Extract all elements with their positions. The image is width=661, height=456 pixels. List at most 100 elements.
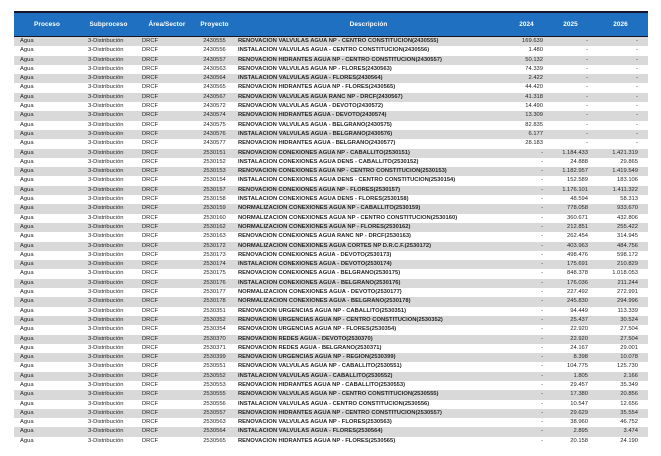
cell-descripcion: RENOVACION HIDRANTES AGUA NP - CABALLITO…	[238, 381, 406, 388]
cell-y2026: 113.339	[617, 307, 638, 314]
cell-proceso: Agua	[20, 326, 34, 333]
cell-y2026: -	[636, 56, 638, 63]
cell-subproceso: 3-Distribución	[88, 112, 124, 119]
cell-y2025: -	[586, 38, 588, 44]
cell-y2024: 50.132	[525, 56, 543, 63]
cell-descripcion: RENOVACION URGENCIAS AGUA NP - CENTRO CO…	[238, 316, 443, 323]
cell-proyecto: 2530153	[203, 168, 226, 175]
cell-subproceso: 3-Distribución	[88, 214, 124, 221]
cell-y2025: 10.547	[570, 400, 588, 407]
table-row: Agua 3-Distribución DRCF 2530154 INSTALACION…	[14, 176, 648, 186]
cell-area_sector: DRCF	[142, 279, 159, 286]
cell-area_sector: DRCF	[142, 103, 159, 110]
cell-area_sector: DRCF	[142, 326, 159, 333]
cell-y2024: -	[541, 428, 543, 435]
cell-subproceso: 3-Distribución	[88, 130, 124, 137]
cell-y2026: -	[636, 84, 638, 91]
cell-y2025: 48.594	[570, 196, 588, 203]
cell-area_sector: DRCF	[142, 242, 159, 249]
cell-proceso: Agua	[20, 307, 34, 314]
cell-proceso: Agua	[20, 103, 34, 110]
cell-y2026: -	[636, 75, 638, 82]
cell-proyecto: 2530160	[203, 214, 226, 221]
cell-proyecto: 2530551	[203, 363, 226, 370]
cell-subproceso: 3-Distribución	[88, 168, 124, 175]
cell-y2026: 484.756	[617, 242, 638, 249]
column-header-subproceso: Subproceso	[80, 11, 137, 37]
cell-y2026: 933.670	[617, 205, 638, 212]
table-row: Agua 3-Distribución DRCF 2530371 RENOVACION …	[14, 343, 648, 354]
cell-y2026: -	[636, 112, 638, 119]
cell-y2026: -	[636, 140, 638, 147]
projects-table: Proceso Subproceso Área/Sector Proyecto Desc…	[14, 11, 648, 447]
cell-proceso: Agua	[20, 437, 34, 444]
cell-proyecto: 2430555	[203, 38, 226, 44]
cell-proceso: Agua	[20, 409, 34, 416]
table-row: Agua 3-Distribución DRCF 2530178 NORMALIZACI…	[14, 297, 648, 307]
cell-proyecto: 2530565	[203, 437, 226, 444]
cell-descripcion: INSTALACION CONEXIONES AGUA DENS - CABAL…	[238, 158, 419, 165]
cell-proceso: Agua	[20, 214, 34, 221]
cell-y2026: 3.474	[623, 428, 638, 435]
cell-descripcion: RENOVACION REDES AGUA - BELGRANO(2530371…	[238, 344, 382, 351]
cell-proceso: Agua	[20, 298, 34, 305]
cell-proyecto: 2530176	[203, 279, 226, 286]
cell-area_sector: DRCF	[142, 289, 159, 296]
table-row: Agua 3-Distribución DRCF 2530172 NORMALIZACI…	[14, 241, 648, 251]
cell-proyecto: 2530563	[203, 419, 226, 426]
cell-y2025: 227.492	[567, 289, 588, 296]
cell-proceso: Agua	[20, 242, 34, 249]
cell-proyecto: 2530557	[203, 409, 226, 416]
table-row: Agua 3-Distribución DRCF 2430567 RENOVACION …	[14, 92, 648, 103]
cell-area_sector: DRCF	[142, 214, 159, 221]
cell-y2025: 245.830	[567, 298, 588, 305]
cell-y2024: -	[541, 270, 543, 277]
table-row: Agua 3-Distribución DRCF 2530352 RENOVACION …	[14, 315, 648, 326]
table-row: Agua 3-Distribución DRCF 2530162 NORMALIZACI…	[14, 222, 648, 233]
cell-y2025: -	[586, 56, 588, 63]
cell-area_sector: DRCF	[142, 75, 159, 82]
cell-y2025: -	[586, 112, 588, 119]
cell-descripcion: NORMALIZACION CONEXIONES AGUA CORTES NP …	[238, 242, 432, 249]
cell-y2025: 1.176.101	[562, 186, 588, 193]
cell-subproceso: 3-Distribución	[88, 270, 124, 277]
cell-subproceso: 3-Distribución	[88, 363, 124, 370]
cell-subproceso: 3-Distribución	[88, 437, 124, 444]
cell-proyecto: 2430576	[203, 130, 226, 137]
cell-descripcion: RENOVACION VALVULAS AGUA - BELGRANO(2430…	[238, 121, 392, 128]
cell-y2025: -	[586, 93, 588, 100]
cell-proyecto: 2430572	[203, 103, 226, 110]
table-row: Agua 3-Distribución DRCF 2530555 RENOVACION …	[14, 390, 648, 400]
cell-area_sector: DRCF	[142, 428, 159, 435]
cell-y2026: 210.829	[617, 261, 638, 268]
table-row: Agua 3-Distribución DRCF 2530151 RENOVACION …	[14, 148, 648, 158]
cell-descripcion: RENOVACION URGENCIAS AGUA NP - CABALLITO…	[238, 307, 407, 314]
cell-y2024: -	[541, 298, 543, 305]
cell-descripcion: RENOVACION CONEXIONES AGUA NP - CABALLIT…	[238, 149, 410, 156]
cell-y2025: -	[586, 121, 588, 128]
cell-proyecto: 2530151	[203, 149, 226, 156]
cell-proyecto: 2530159	[203, 205, 226, 212]
cell-y2025: 29.457	[570, 381, 588, 388]
cell-y2025: 1.182.957	[562, 168, 588, 175]
cell-y2024: -	[541, 419, 543, 426]
cell-area_sector: DRCF	[142, 196, 159, 203]
cell-y2024: 41.318	[525, 93, 543, 100]
cell-y2025: 1.184.433	[562, 149, 588, 156]
table-row: Agua 3-Distribución DRCF 2430576 INSTALACION…	[14, 129, 648, 140]
cell-y2026: 2.166	[623, 372, 638, 379]
cell-subproceso: 3-Distribución	[88, 47, 124, 54]
cell-proyecto: 2430565	[203, 84, 226, 91]
cell-y2024: 13.309	[525, 112, 543, 119]
cell-proyecto: 2530152	[203, 158, 226, 165]
cell-descripcion: RENOVACION VALVULAS AGUA NP - CENTRO CON…	[238, 391, 439, 398]
cell-y2026: 1.018.053	[612, 270, 638, 277]
cell-area_sector: DRCF	[142, 149, 159, 156]
cell-proyecto: 2530172	[203, 242, 226, 249]
cell-area_sector: DRCF	[142, 65, 159, 72]
table-header: Proceso Subproceso Área/Sector Proyecto Desc…	[14, 11, 648, 37]
cell-proceso: Agua	[20, 196, 34, 203]
cell-proceso: Agua	[20, 400, 34, 407]
cell-descripcion: RENOVACION HIDRANTES AGUA NP - CENTRO CO…	[238, 409, 442, 416]
cell-y2024: -	[541, 363, 543, 370]
